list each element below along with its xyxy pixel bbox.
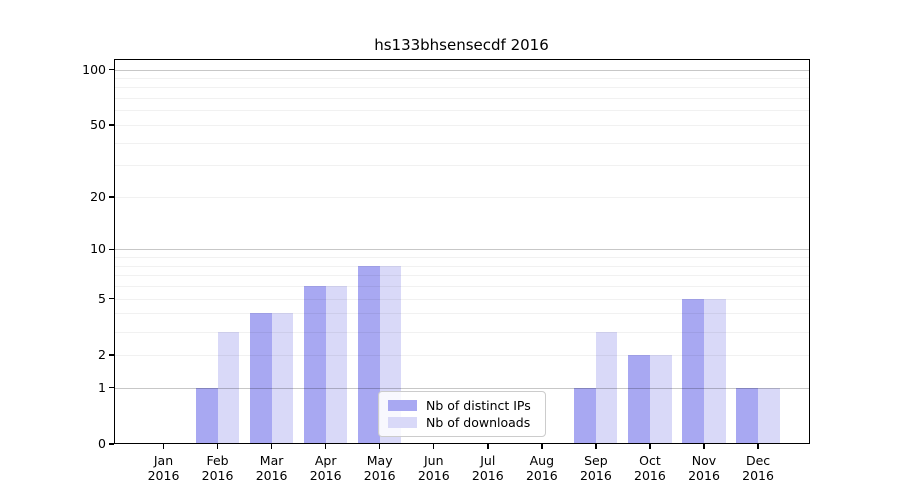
legend-label-downloads: Nb of downloads — [426, 415, 531, 430]
y-gridline-decade — [113, 387, 810, 389]
x-tick-mark — [703, 444, 705, 449]
bar-distinct-ips — [358, 265, 380, 444]
x-tick-mark — [595, 444, 597, 449]
y-gridline-minor — [113, 265, 810, 267]
y-gridline-minor — [113, 165, 810, 167]
x-tick-label-year: 2016 — [579, 468, 612, 483]
y-tick-label: 10 — [90, 241, 106, 257]
y-tick-label: 0 — [98, 436, 106, 451]
y-tick-mark — [109, 443, 114, 445]
x-tick-mark — [541, 444, 543, 449]
y-gridline-minor — [113, 77, 810, 79]
y-tick-mark — [109, 196, 114, 198]
y-tick-label: 1 — [98, 379, 106, 395]
x-tick-label-year: 2016 — [471, 468, 504, 483]
y-tick-mark — [109, 297, 114, 300]
x-tick-label-year: 2016 — [417, 468, 450, 483]
y-tick-label: 50 — [90, 116, 106, 132]
bar-downloads — [217, 331, 240, 444]
y-tick-mark — [109, 354, 114, 356]
y-gridline-decade — [113, 249, 810, 251]
bar-distinct-ips — [195, 387, 218, 444]
x-tick-label-month: Feb — [206, 453, 229, 468]
y-gridline-minor — [113, 142, 810, 144]
legend: Nb of distinct IPs Nb of downloads — [378, 391, 546, 437]
bar-downloads — [271, 313, 294, 444]
bar-distinct-ips — [574, 387, 596, 444]
y-gridline-minor — [113, 87, 810, 89]
x-tick-mark — [270, 444, 273, 449]
legend-swatch-distinct-ips — [388, 399, 417, 412]
x-tick-label-month: Jan — [153, 453, 174, 468]
legend-entry-distinct-ips: Nb of distinct IPs — [388, 398, 536, 413]
y-gridline-minor — [113, 275, 810, 277]
x-tick-label-month: Dec — [745, 453, 771, 468]
bar-downloads — [758, 387, 780, 444]
x-tick-mark — [649, 444, 651, 449]
x-tick-mark — [216, 444, 219, 449]
y-tick-label: 100 — [82, 61, 106, 77]
x-tick-label-month: May — [366, 453, 393, 468]
x-tick-label-year: 2016 — [688, 468, 720, 483]
x-tick-label-year: 2016 — [634, 468, 666, 483]
y-gridline-minor — [113, 298, 810, 300]
y-tick-label: 5 — [98, 290, 106, 306]
x-tick-label-month: Aug — [529, 453, 555, 468]
y-tick-label: 20 — [90, 188, 106, 204]
x-tick-mark — [379, 444, 381, 449]
bar-downloads — [595, 331, 618, 444]
y-tick-label: 2 — [98, 346, 106, 362]
y-gridline-decade — [113, 69, 810, 71]
legend-entry-downloads: Nb of downloads — [388, 415, 536, 430]
y-gridline-minor — [113, 257, 810, 259]
chart-title: hs133bhsensecdf 2016 — [374, 36, 549, 54]
y-gridline-minor — [113, 196, 810, 198]
x-tick-label-month: Sep — [584, 453, 608, 468]
bar-distinct-ips — [682, 298, 704, 444]
x-tick-label-month: Jul — [480, 453, 496, 468]
bar-distinct-ips — [628, 354, 650, 444]
x-tick-mark — [162, 444, 165, 449]
x-tick-label-month: Mar — [259, 453, 284, 468]
bar-downloads — [649, 354, 672, 444]
x-tick-mark — [324, 444, 327, 449]
y-tick-mark — [109, 248, 114, 251]
y-tick-mark — [109, 387, 114, 389]
x-tick-label-year: 2016 — [525, 468, 558, 483]
legend-label-distinct-ips: Nb of distinct IPs — [426, 398, 531, 413]
x-tick-label-year: 2016 — [309, 468, 342, 483]
x-tick-label-year: 2016 — [201, 468, 234, 483]
x-tick-mark — [757, 444, 759, 449]
x-tick-mark — [487, 444, 489, 449]
x-tick-label-month: Oct — [639, 453, 661, 468]
legend-swatch-downloads — [388, 416, 417, 429]
y-gridline-minor — [113, 354, 810, 356]
bar-distinct-ips — [304, 286, 326, 444]
y-gridline-minor — [113, 313, 810, 315]
y-tick-mark — [109, 68, 114, 71]
x-tick-label-year: 2016 — [255, 468, 288, 483]
y-gridline-minor — [113, 110, 810, 112]
x-tick-label-month: Nov — [691, 453, 717, 468]
x-tick-label-year: 2016 — [147, 468, 180, 483]
x-tick-label-year: 2016 — [742, 468, 774, 483]
y-gridline-minor — [113, 98, 810, 100]
x-tick-label-month: Apr — [314, 453, 337, 468]
x-tick-label-year: 2016 — [363, 468, 396, 483]
x-tick-label-month: Jun — [423, 453, 444, 468]
bar-distinct-ips — [250, 313, 272, 444]
x-tick-mark — [433, 444, 435, 449]
bar-downloads — [325, 286, 348, 444]
y-gridline-minor — [113, 286, 810, 288]
y-tick-mark — [109, 124, 114, 126]
y-gridline-minor — [113, 124, 810, 126]
bar-downloads — [704, 298, 726, 444]
y-gridline-minor — [113, 331, 810, 333]
bar-distinct-ips — [736, 387, 759, 444]
